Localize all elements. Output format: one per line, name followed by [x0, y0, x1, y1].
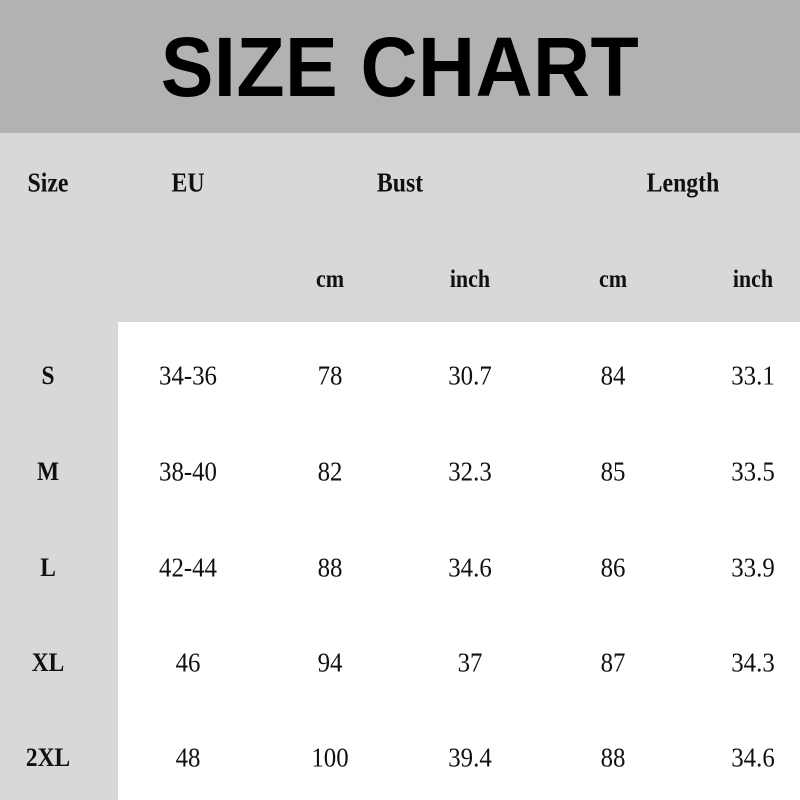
table-data-panel [118, 322, 800, 800]
cell-length-inch-2xl: 34.6 [731, 742, 775, 773]
cell-length-inch-xl: 34.3 [731, 647, 775, 678]
unit-header-bust-cm: cm [315, 266, 345, 293]
page-title: SIZE CHART [160, 19, 640, 114]
cell-bust-cm-m: 82 [317, 456, 343, 487]
cell-bust-inch-s: 30.7 [448, 360, 492, 391]
row-label-m: M [36, 457, 60, 486]
cell-bust-inch-m: 32.3 [448, 456, 492, 487]
cell-length-cm-xl: 87 [600, 647, 626, 678]
cell-eu-l: 42-44 [159, 552, 217, 583]
cell-length-cm-l: 86 [600, 552, 626, 583]
cell-length-cm-2xl: 88 [600, 742, 626, 773]
row-label-xl: XL [31, 648, 65, 677]
cell-bust-inch-l: 34.6 [448, 552, 492, 583]
cell-eu-2xl: 48 [175, 742, 201, 773]
column-header-size: Size [27, 167, 69, 198]
cell-bust-cm-2xl: 100 [311, 742, 349, 773]
size-column-band [0, 322, 118, 800]
row-label-2xl: 2XL [25, 743, 71, 772]
cell-eu-xl: 46 [175, 647, 201, 678]
cell-length-inch-s: 33.1 [731, 360, 775, 391]
cell-bust-cm-l: 88 [317, 552, 343, 583]
cell-bust-inch-xl: 37 [457, 647, 483, 678]
table-header-zone [0, 133, 800, 322]
cell-bust-cm-xl: 94 [317, 647, 343, 678]
cell-length-inch-m: 33.5 [731, 456, 775, 487]
row-label-s: S [41, 361, 55, 390]
cell-length-cm-m: 85 [600, 456, 626, 487]
cell-length-cm-s: 84 [600, 360, 626, 391]
cell-length-inch-l: 33.9 [731, 552, 775, 583]
column-header-eu: EU [171, 167, 205, 198]
cell-eu-m: 38-40 [159, 456, 217, 487]
cell-eu-s: 34-36 [159, 360, 217, 391]
column-header-bust: Bust [376, 167, 424, 198]
unit-header-length-inch: inch [732, 266, 774, 293]
cell-bust-cm-s: 78 [317, 360, 343, 391]
row-label-l: L [40, 553, 56, 582]
unit-header-bust-inch: inch [449, 266, 491, 293]
title-band: SIZE CHART [0, 0, 800, 133]
unit-header-length-cm: cm [598, 266, 628, 293]
column-header-length: Length [646, 167, 720, 198]
cell-bust-inch-2xl: 39.4 [448, 742, 492, 773]
